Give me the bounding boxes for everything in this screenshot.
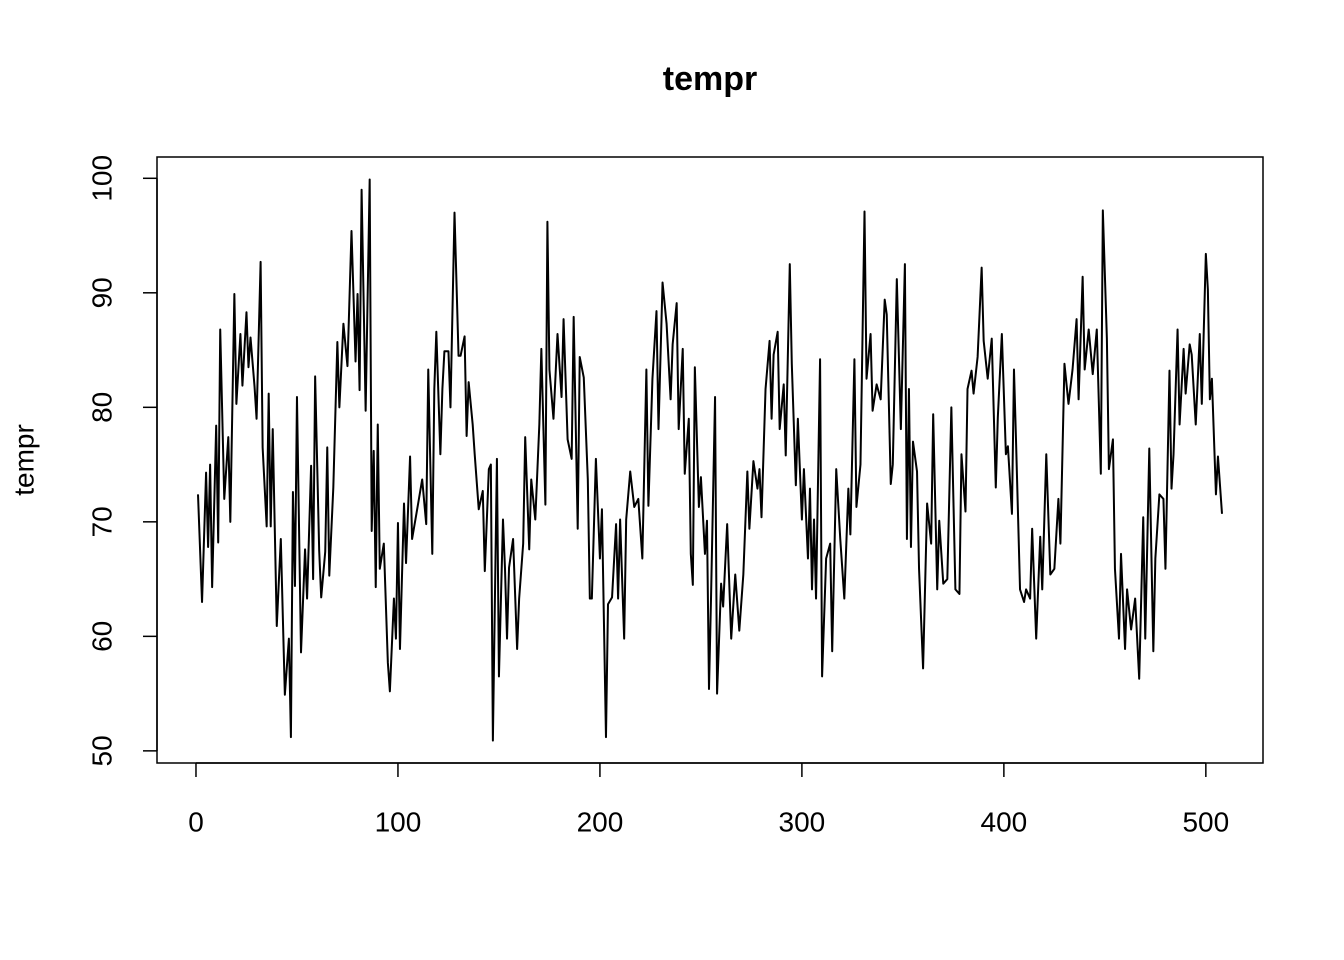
y-tick-label: 100 bbox=[86, 155, 117, 202]
y-tick-label: 70 bbox=[86, 506, 117, 537]
y-axis-label: tempr bbox=[8, 424, 39, 496]
y-tick-label: 90 bbox=[86, 277, 117, 308]
y-tick-label: 50 bbox=[86, 735, 117, 766]
chart-title: tempr bbox=[663, 60, 757, 98]
x-tick-label: 100 bbox=[375, 806, 422, 837]
y-tick-label: 80 bbox=[86, 392, 117, 423]
x-tick-label: 0 bbox=[188, 806, 204, 837]
x-tick-label: 400 bbox=[981, 806, 1028, 837]
x-tick-label: 500 bbox=[1182, 806, 1229, 837]
x-tick-label: 300 bbox=[779, 806, 826, 837]
y-tick-label: 60 bbox=[86, 621, 117, 652]
data-line bbox=[197, 178, 1223, 742]
x-tick-label: 200 bbox=[577, 806, 624, 837]
